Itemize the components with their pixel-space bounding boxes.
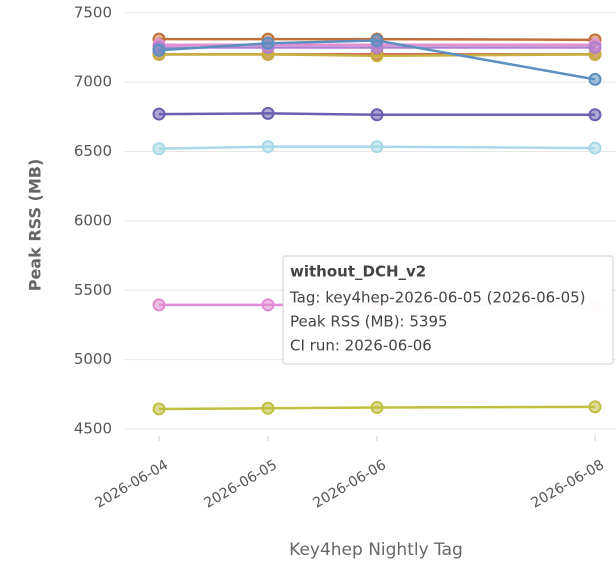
data-point [152, 43, 166, 57]
series-line [158, 145, 596, 151]
data-point [261, 140, 275, 154]
tooltip-line: Peak RSS (MB): 5395 [290, 313, 448, 331]
tooltip: without_DCH_v2 Tag: key4hep-2026-06-05 (2… [282, 255, 614, 365]
y-axis-label: Peak RSS (MB) [26, 159, 45, 292]
data-point [370, 108, 384, 122]
data-point [370, 401, 384, 415]
x-tick-label: 2026-06-08 [529, 457, 607, 512]
data-point [152, 107, 166, 121]
y-tick-label: 6500 [74, 142, 112, 160]
y-tick-label: 5000 [74, 350, 112, 368]
data-point [588, 40, 602, 54]
data-point [588, 72, 602, 86]
series-line [159, 53, 596, 58]
data-point [152, 298, 166, 312]
y-tick-label: 7500 [74, 3, 112, 21]
x-tick-label: 2026-06-06 [311, 457, 390, 512]
data-point [261, 401, 275, 415]
data-point [370, 34, 384, 48]
y-tick-label: 6000 [74, 211, 112, 229]
tooltip-line: CI run: 2026-06-06 [290, 337, 432, 355]
tooltip-box [282, 255, 614, 365]
tooltip-title: without_DCH_v2 [290, 263, 426, 281]
tooltip-line: Tag: key4hep-2026-06-05 (2026-06-05) [289, 289, 586, 307]
data-point [370, 140, 384, 154]
series-line [158, 405, 596, 411]
x-tick-label: 2026-06-04 [93, 457, 172, 512]
x-axis-label: Key4hep Nightly Tag [289, 540, 463, 560]
series-line [158, 112, 595, 117]
data-point [588, 108, 602, 122]
series-line [158, 39, 596, 81]
series-line [159, 37, 596, 42]
data-point [261, 36, 275, 50]
data-point [261, 298, 275, 312]
y-tick-label: 4500 [74, 420, 112, 438]
data-point [588, 141, 602, 155]
data-point [152, 402, 166, 416]
data-point [261, 106, 275, 120]
y-tick-label: 5500 [74, 281, 112, 299]
data-point [588, 400, 602, 414]
x-tick-label: 2026-06-05 [202, 457, 280, 512]
y-tick-label: 7000 [74, 73, 112, 91]
data-point [152, 142, 166, 156]
